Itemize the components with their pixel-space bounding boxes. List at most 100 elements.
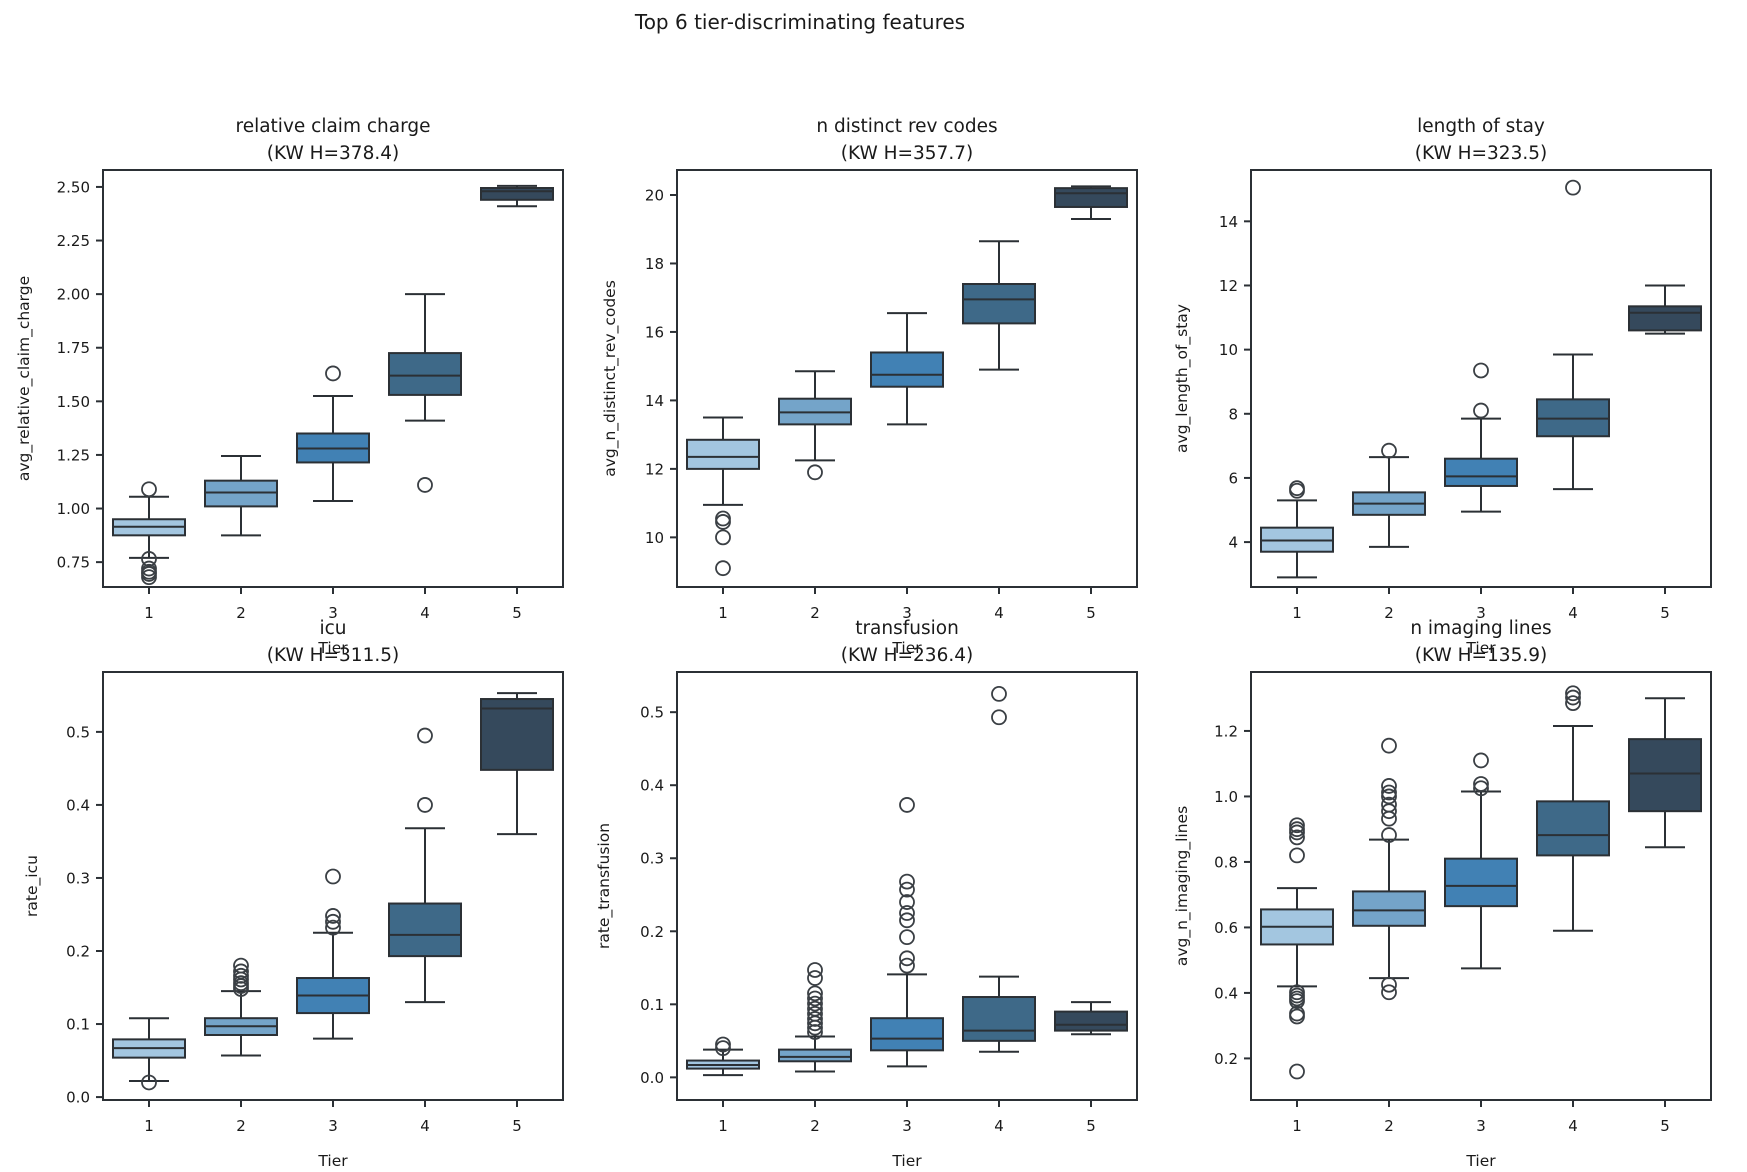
y-tick-label: 4 bbox=[1228, 534, 1238, 552]
x-tick-label: 5 bbox=[1660, 1117, 1670, 1135]
subplot-subtitle: (KW H=378.4) bbox=[267, 143, 399, 164]
outlier-point bbox=[1565, 179, 1581, 196]
subplot-subtitle: (KW H=311.5) bbox=[267, 645, 399, 666]
x-tick-label: 4 bbox=[994, 1117, 1004, 1135]
y-tick-label: 0.75 bbox=[57, 554, 90, 572]
subplot-subtitle: (KW H=357.7) bbox=[841, 143, 973, 164]
outlier-point bbox=[233, 957, 249, 974]
box-tier-3 bbox=[1444, 857, 1518, 908]
outlier-point bbox=[141, 1074, 157, 1091]
y-tick-label: 14 bbox=[645, 392, 664, 410]
box-tier-2 bbox=[1352, 890, 1426, 927]
y-tick-label: 14 bbox=[1219, 213, 1238, 231]
x-tick-label: 3 bbox=[328, 1117, 338, 1135]
y-tick-label: 0.4 bbox=[66, 796, 90, 814]
box-tier-5 bbox=[1628, 738, 1702, 813]
x-tick-label: 3 bbox=[1476, 1117, 1486, 1135]
y-tick-label: 0.4 bbox=[1214, 984, 1238, 1002]
x-tick-label: 1 bbox=[718, 604, 728, 622]
outlier-point bbox=[807, 464, 823, 481]
x-tick-label: 3 bbox=[1476, 604, 1486, 622]
x-tick-label: 1 bbox=[144, 1117, 154, 1135]
outlier-point bbox=[417, 477, 433, 493]
y-axis-label: avg_relative_claim_charge bbox=[15, 276, 34, 481]
y-tick-label: 0.1 bbox=[640, 996, 664, 1014]
y-tick-label: 1.2 bbox=[1214, 722, 1238, 740]
x-axis-label: Tier bbox=[317, 1152, 348, 1170]
box-tier-2 bbox=[778, 1048, 852, 1063]
outlier-point bbox=[1381, 778, 1397, 794]
y-tick-label: 16 bbox=[645, 323, 664, 341]
outlier-point bbox=[1473, 780, 1489, 797]
subplot-title: n imaging lines bbox=[1410, 618, 1551, 639]
outlier-point bbox=[1565, 685, 1581, 702]
outlier-point bbox=[1473, 362, 1489, 379]
y-axis-label: avg_n_imaging_lines bbox=[1173, 806, 1192, 966]
box-tier-4 bbox=[388, 902, 462, 958]
box-tier-5 bbox=[1054, 1010, 1128, 1032]
subplot-subtitle: (KW H=236.4) bbox=[841, 645, 973, 666]
x-tick-label: 2 bbox=[810, 1117, 820, 1135]
box-tier-4 bbox=[388, 352, 462, 396]
outlier-point bbox=[325, 913, 341, 930]
axes-frame bbox=[1250, 169, 1712, 588]
box-tier-4 bbox=[962, 996, 1036, 1042]
outlier-point bbox=[899, 957, 915, 974]
outlier-point bbox=[1381, 442, 1397, 459]
outlier-point bbox=[1473, 752, 1489, 769]
outlier-point bbox=[1289, 817, 1305, 834]
outlier-point bbox=[807, 962, 823, 978]
outlier-point bbox=[899, 905, 915, 921]
outlier-point bbox=[715, 529, 731, 546]
box-tier-5 bbox=[480, 698, 554, 771]
outlier-point bbox=[233, 967, 249, 984]
y-axis-label: avg_n_distinct_rev_codes bbox=[601, 280, 620, 477]
box-tier-4 bbox=[1536, 800, 1610, 857]
y-tick-label: 1.75 bbox=[57, 339, 90, 357]
x-axis-label: Tier bbox=[317, 639, 348, 657]
x-tick-label: 3 bbox=[902, 1117, 912, 1135]
subplot-subtitle: (KW H=135.9) bbox=[1415, 645, 1547, 666]
outlier-point bbox=[807, 1011, 823, 1027]
outlier-point bbox=[325, 868, 341, 885]
outlier-point bbox=[991, 686, 1007, 702]
x-tick-label: 1 bbox=[1292, 604, 1302, 622]
outlier-point bbox=[1289, 993, 1305, 1010]
box-tier-3 bbox=[870, 351, 944, 388]
y-tick-label: 20 bbox=[645, 186, 664, 204]
y-tick-label: 12 bbox=[645, 460, 664, 478]
y-tick-label: 10 bbox=[1219, 341, 1238, 359]
outlier-point bbox=[1381, 984, 1397, 1001]
x-tick-label: 2 bbox=[236, 1117, 246, 1135]
y-tick-label: 2.00 bbox=[57, 286, 90, 304]
x-tick-label: 5 bbox=[1086, 1117, 1096, 1135]
box-tier-5 bbox=[1628, 305, 1702, 332]
y-axis-label: rate_icu bbox=[23, 855, 42, 917]
box-tier-5 bbox=[480, 187, 554, 201]
outlier-point bbox=[899, 912, 915, 929]
x-tick-label: 1 bbox=[718, 1117, 728, 1135]
x-tick-label: 5 bbox=[512, 1117, 522, 1135]
x-tick-label: 4 bbox=[1568, 604, 1578, 622]
x-tick-label: 2 bbox=[1384, 1117, 1394, 1135]
outlier-point bbox=[417, 727, 433, 744]
y-tick-label: 2.25 bbox=[57, 232, 90, 250]
outlier-point bbox=[1289, 821, 1305, 838]
y-tick-label: 2.50 bbox=[57, 178, 90, 196]
y-tick-label: 0.1 bbox=[66, 1016, 90, 1034]
outlier-point bbox=[715, 510, 731, 527]
y-tick-label: 1.00 bbox=[57, 500, 90, 518]
subplot-title: length of stay bbox=[1417, 116, 1545, 137]
box-tier-3 bbox=[1444, 457, 1518, 487]
y-tick-label: 0.0 bbox=[66, 1089, 90, 1107]
outlier-point bbox=[899, 797, 915, 813]
y-tick-label: 0.2 bbox=[66, 943, 90, 961]
outlier-point bbox=[1381, 976, 1397, 993]
outlier-point bbox=[715, 560, 731, 577]
outlier-point bbox=[899, 873, 915, 890]
x-tick-label: 2 bbox=[810, 604, 820, 622]
outlier-point bbox=[715, 514, 731, 530]
y-tick-label: 1.25 bbox=[57, 446, 90, 464]
outlier-point bbox=[899, 881, 915, 898]
